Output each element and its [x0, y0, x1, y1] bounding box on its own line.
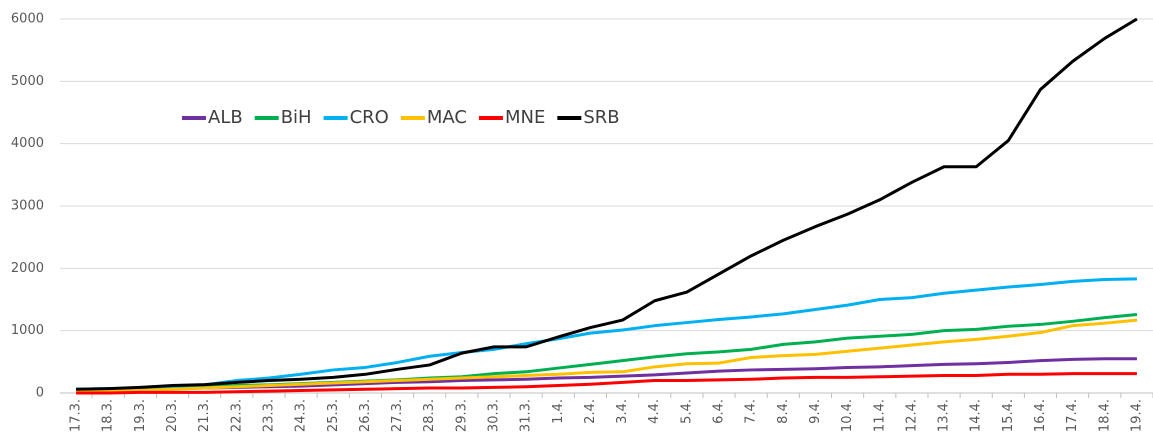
- x-tick-label: 29.3.: [454, 399, 469, 432]
- x-tick-label: 4.4.: [647, 399, 662, 424]
- x-tick-label: 18.4.: [1097, 399, 1112, 432]
- x-tick-label: 9.4.: [808, 399, 823, 424]
- x-tick-label: 7.4.: [744, 399, 759, 424]
- y-tick-label: 2000: [11, 261, 44, 276]
- x-tick-label: 23.3.: [261, 399, 276, 432]
- x-tick-label: 31.3.: [519, 399, 534, 432]
- x-tick-label: 1.4.: [551, 399, 566, 424]
- x-tick-label: 2.4.: [583, 399, 598, 424]
- x-tick-label: 16.4.: [1033, 399, 1048, 432]
- x-tick-label: 17.3.: [69, 399, 84, 432]
- x-tick-label: 19.3.: [133, 399, 148, 432]
- y-tick-label: 0: [36, 386, 44, 401]
- x-tick-label: 13.4.: [937, 399, 952, 432]
- series-line: [76, 318, 1138, 394]
- y-tick-label: 1000: [11, 323, 44, 338]
- series-line: [76, 17, 1138, 391]
- x-tick-label: 5.4.: [679, 399, 694, 424]
- x-tick-label: 18.3.: [101, 399, 116, 432]
- x-tick-label: 6.4.: [712, 399, 727, 424]
- x-tick-label: 24.3.: [294, 399, 309, 432]
- x-tick-label: 28.3.: [422, 399, 437, 432]
- x-tick-label: 15.4.: [1001, 399, 1016, 432]
- legend-label: MNE: [505, 107, 545, 128]
- legend-label: SRB: [583, 107, 619, 128]
- x-tick-label: 21.3.: [197, 399, 212, 432]
- x-tick-label: 3.4.: [615, 399, 630, 424]
- x-tick-label: 10.4.: [840, 399, 855, 432]
- x-tick-label: 8.4.: [776, 399, 791, 424]
- x-tick-label: 14.4.: [969, 399, 984, 432]
- x-tick-label: 27.3.: [390, 399, 405, 432]
- x-tick-label: 30.3.: [486, 399, 501, 432]
- x-tick-label: 19.4.: [1129, 399, 1144, 432]
- legend-label: CRO: [350, 107, 389, 128]
- y-tick-label: 3000: [11, 199, 44, 214]
- x-tick-label: 12.4.: [904, 399, 919, 432]
- legend-label: MAC: [427, 107, 467, 128]
- x-tick-label: 20.3.: [165, 399, 180, 432]
- y-tick-label: 4000: [11, 136, 44, 151]
- series-line: [76, 277, 1137, 391]
- x-tick-label: 17.4.: [1065, 399, 1080, 432]
- series-line: [76, 372, 1137, 395]
- x-tick-label: 22.3.: [229, 399, 244, 432]
- y-tick-label: 5000: [11, 74, 44, 89]
- y-tick-label: 6000: [11, 12, 44, 27]
- x-tick-label: 26.3.: [358, 399, 373, 432]
- x-tick-label: 11.4.: [872, 399, 887, 432]
- legend-label: ALB: [208, 107, 243, 128]
- x-tick-label: 25.3.: [326, 399, 341, 432]
- legend-label: BiH: [281, 107, 312, 128]
